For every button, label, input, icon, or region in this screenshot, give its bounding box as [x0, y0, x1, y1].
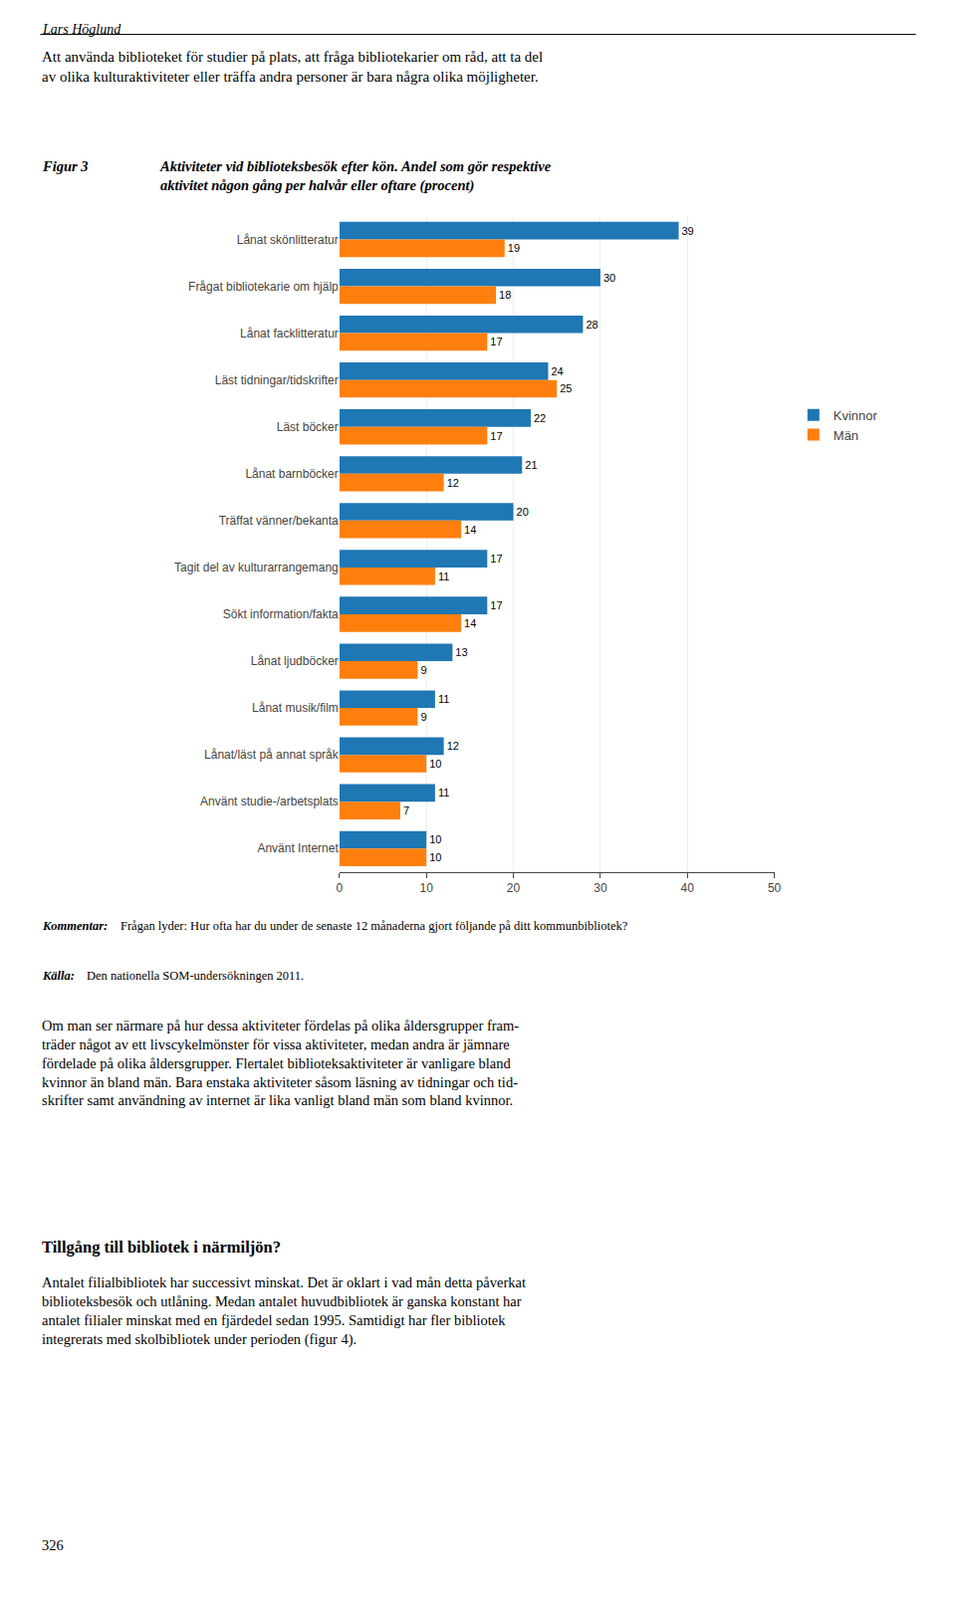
svg-text:9: 9: [420, 711, 427, 723]
svg-text:Kommentar:: Kommentar:: [41, 919, 108, 934]
svg-text:21: 21: [524, 459, 537, 472]
svg-text:Lånat musik/film: Lånat musik/film: [251, 701, 339, 716]
svg-text:14: 14: [464, 523, 477, 536]
svg-text:Lånat ljudböcker: Lånat ljudböcker: [250, 654, 339, 669]
svg-text:0: 0: [335, 881, 343, 896]
svg-text:Tillgång till bibliotek i närm: Tillgång till bibliotek i närmiljön?: [41, 1237, 281, 1257]
svg-text:Källa:: Källa:: [41, 968, 75, 983]
svg-text:Frågat bibliotekarie om hjälp: Frågat bibliotekarie om hjälp: [188, 279, 339, 294]
svg-text:Lånat skönlitteratur: Lånat skönlitteratur: [237, 233, 339, 247]
svg-text:Om man ser närmare på hur dess: Om man ser närmare på hur dessa aktivite…: [41, 1017, 519, 1109]
svg-text:Använt studie-/arbetsplats: Använt studie-/arbetsplats: [200, 794, 339, 809]
svg-text:Antalet filialbibliotek har su: Antalet filialbibliotek har successivt m…: [41, 1274, 526, 1349]
svg-text:17: 17: [489, 335, 502, 348]
svg-text:Läst böcker: Läst böcker: [276, 420, 339, 435]
svg-text:10: 10: [429, 757, 442, 770]
svg-text:11: 11: [438, 786, 450, 799]
svg-text:326: 326: [41, 1537, 64, 1554]
svg-text:10: 10: [429, 851, 442, 864]
svg-text:Kvinnor: Kvinnor: [833, 408, 879, 424]
svg-text:10: 10: [429, 833, 442, 846]
svg-text:12: 12: [447, 477, 460, 489]
svg-text:10: 10: [419, 881, 434, 896]
svg-text:Män: Män: [833, 428, 859, 444]
svg-text:Aktiviteter vid biblioteksbesö: Aktiviteter vid biblioteksbesök efter kö…: [159, 158, 552, 195]
svg-text:Använt Internet: Använt Internet: [256, 841, 339, 856]
svg-text:20: 20: [516, 505, 529, 518]
svg-text:19: 19: [507, 241, 520, 254]
svg-text:7: 7: [403, 804, 410, 817]
svg-text:39: 39: [682, 225, 695, 238]
svg-text:17: 17: [489, 552, 502, 565]
svg-text:25: 25: [559, 382, 572, 395]
svg-text:24: 24: [550, 365, 563, 378]
svg-text:Lånat barnböcker: Lånat barnböcker: [244, 467, 338, 481]
svg-text:13: 13: [455, 646, 468, 659]
svg-text:18: 18: [498, 288, 511, 301]
svg-text:9: 9: [420, 664, 427, 677]
svg-text:Figur 3: Figur 3: [41, 158, 89, 175]
svg-text:28: 28: [585, 318, 598, 331]
svg-text:11: 11: [438, 693, 450, 706]
svg-text:Lånat/läst på annat språk: Lånat/läst på annat språk: [204, 747, 340, 762]
svg-text:Att använda biblioteket för st: Att använda biblioteket för studier på p…: [41, 48, 543, 85]
svg-text:Läst tidningar/tidskrifter: Läst tidningar/tidskrifter: [215, 373, 339, 388]
svg-text:40: 40: [681, 881, 696, 896]
svg-text:Den nationella SOM-undersöknin: Den nationella SOM-undersökningen 2011.: [86, 968, 304, 983]
svg-text:22: 22: [533, 412, 546, 425]
svg-text:50: 50: [767, 881, 782, 896]
svg-text:17: 17: [489, 430, 502, 443]
svg-text:Lars Höglund: Lars Höglund: [41, 21, 122, 37]
svg-text:Tagit del av kulturarrangemang: Tagit del av kulturarrangemang: [174, 560, 339, 575]
svg-text:11: 11: [438, 570, 450, 583]
svg-text:17: 17: [489, 599, 502, 612]
svg-text:Frågan lyder: Hur ofta har du: Frågan lyder: Hur ofta har du under de s…: [120, 919, 629, 934]
svg-text:Sökt information/fakta: Sökt information/fakta: [223, 607, 339, 622]
svg-text:Lånat facklitteratur: Lånat facklitteratur: [239, 326, 339, 341]
svg-text:Träffat vänner/bekanta: Träffat vänner/bekanta: [219, 513, 339, 528]
svg-text:30: 30: [593, 881, 608, 896]
svg-text:20: 20: [506, 881, 521, 896]
svg-text:30: 30: [603, 271, 616, 284]
svg-text:12: 12: [447, 739, 460, 752]
svg-text:14: 14: [464, 617, 477, 630]
